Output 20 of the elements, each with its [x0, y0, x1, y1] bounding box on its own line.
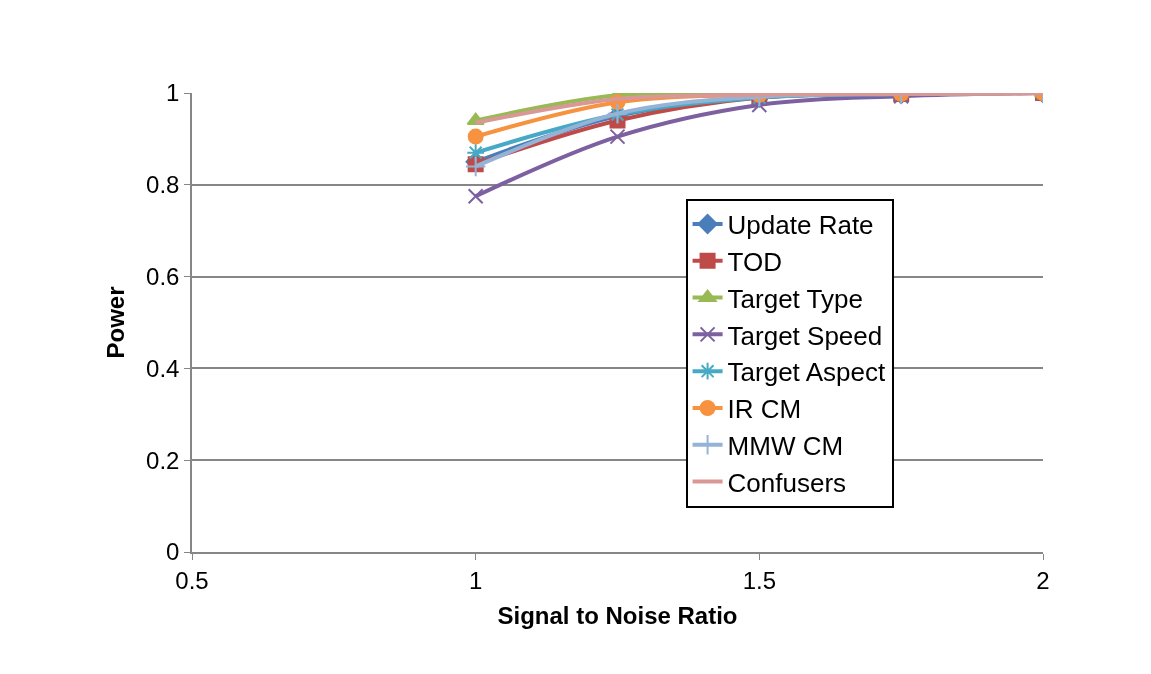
y-tick-label: 0: [166, 538, 180, 566]
x-axis-title: Signal to Noise Ratio: [497, 602, 738, 630]
legend-label: Target Speed: [727, 320, 883, 351]
x-tick-label: 1.5: [742, 566, 777, 594]
y-axis-title: Power: [101, 286, 129, 359]
y-tick-label: 0.4: [146, 354, 180, 382]
x-tick-label: 1: [468, 566, 483, 594]
y-tick-label: 0.8: [146, 171, 180, 199]
legend-label: Confusers: [727, 467, 847, 498]
legend-label: IR CM: [727, 394, 802, 425]
y-tick-label: 1: [166, 79, 180, 107]
legend-label: TOD: [727, 246, 782, 277]
legend-label: Update Rate: [727, 210, 874, 241]
y-tick-label: 0.2: [146, 446, 180, 474]
legend-label: Target Aspect: [727, 357, 886, 388]
legend-label: Target Type: [727, 283, 863, 314]
x-tick-label: 2: [1036, 566, 1050, 594]
legend-label: MMW CM: [727, 430, 844, 461]
x-tick-label: 0.5: [175, 566, 209, 594]
y-tick-label: 0.6: [146, 263, 180, 290]
